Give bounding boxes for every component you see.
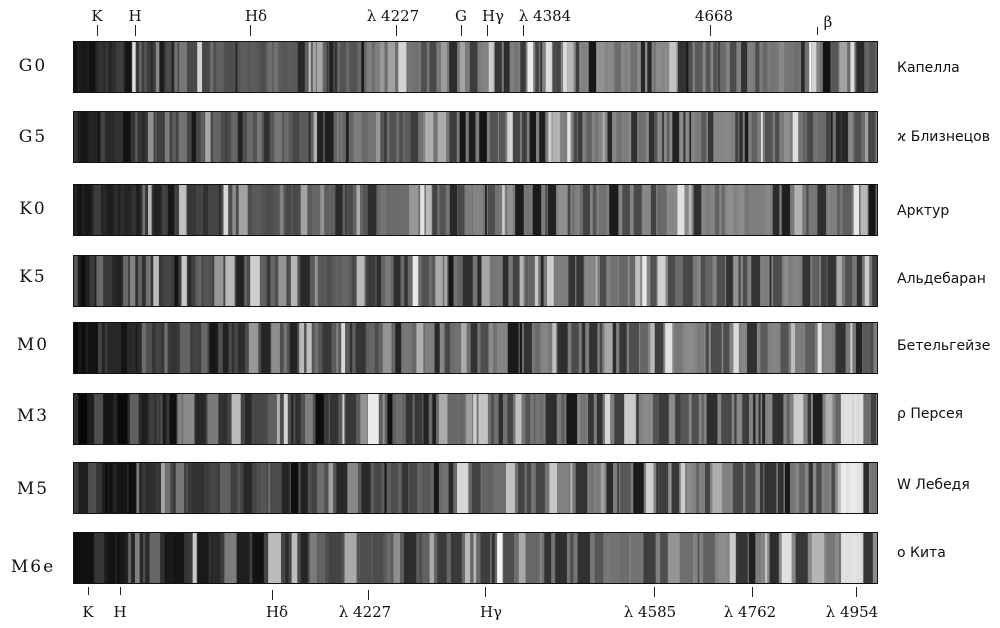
top-tick: [817, 27, 818, 35]
spectrum-strip: [73, 255, 878, 307]
bottom-marker: λ 4227: [338, 603, 392, 621]
spectral-class-label: K5: [19, 267, 47, 287]
top-tick: [396, 25, 397, 36]
top-tick: [523, 25, 524, 36]
bottom-tick: [485, 587, 486, 597]
spectrum-strip: [73, 184, 878, 236]
top-marker: Hδ: [244, 7, 268, 25]
spectrum-strip: [73, 462, 878, 514]
top-marker: β: [823, 13, 833, 31]
spectral-class-label: G5: [18, 127, 48, 147]
star-name: Бетельгейзе: [897, 338, 991, 354]
bottom-tick: [654, 587, 655, 597]
bottom-marker: λ 4954: [825, 603, 879, 621]
star-name: Капелла: [897, 60, 960, 76]
bottom-marker: λ 4585: [623, 603, 677, 621]
top-marker: λ 4384: [518, 7, 572, 25]
spectral-class-label: M5: [16, 479, 50, 499]
top-marker: λ 4227: [366, 7, 420, 25]
spectrum-strip: [73, 393, 878, 445]
spectral-class-label: M6e: [10, 557, 56, 577]
bottom-tick: [88, 587, 89, 595]
top-marker: G: [455, 7, 467, 25]
star-name: Арктур: [897, 203, 950, 219]
bottom-tick: [368, 590, 369, 600]
star-name: ρ Персея: [897, 406, 964, 422]
spectral-class-label: K0: [19, 199, 47, 219]
top-tick: [250, 25, 251, 36]
top-marker: Hγ: [481, 7, 505, 25]
bottom-marker: λ 4762: [723, 603, 777, 621]
bottom-tick: [856, 587, 857, 597]
bottom-marker: Hδ: [265, 603, 289, 621]
top-marker: 4668: [694, 7, 734, 25]
top-tick: [710, 25, 711, 36]
top-tick: [97, 25, 98, 36]
spectrum-strip: [73, 322, 878, 374]
top-tick: [487, 25, 488, 36]
star-name: W Лебедя: [897, 477, 970, 493]
top-tick: [135, 25, 136, 36]
bottom-marker: K: [82, 603, 94, 621]
spectral-class-label: G0: [18, 56, 48, 76]
top-tick: [461, 25, 462, 36]
star-name: Альдебаран: [897, 271, 986, 287]
star-name: o Кита: [897, 545, 946, 561]
bottom-marker: Hγ: [479, 603, 503, 621]
star-name: ϰ Близнецов: [897, 129, 990, 145]
spectral-class-label: M0: [16, 335, 50, 355]
spectrum-strip: [73, 532, 878, 584]
top-marker: H: [128, 7, 142, 25]
top-marker: K: [91, 7, 103, 25]
bottom-tick: [272, 590, 273, 600]
bottom-marker: H: [113, 603, 127, 621]
bottom-tick: [752, 587, 753, 597]
bottom-tick: [120, 587, 121, 595]
spectrum-strip: [73, 41, 878, 93]
spectral-class-label: M3: [16, 406, 50, 426]
spectrum-strip: [73, 111, 878, 163]
